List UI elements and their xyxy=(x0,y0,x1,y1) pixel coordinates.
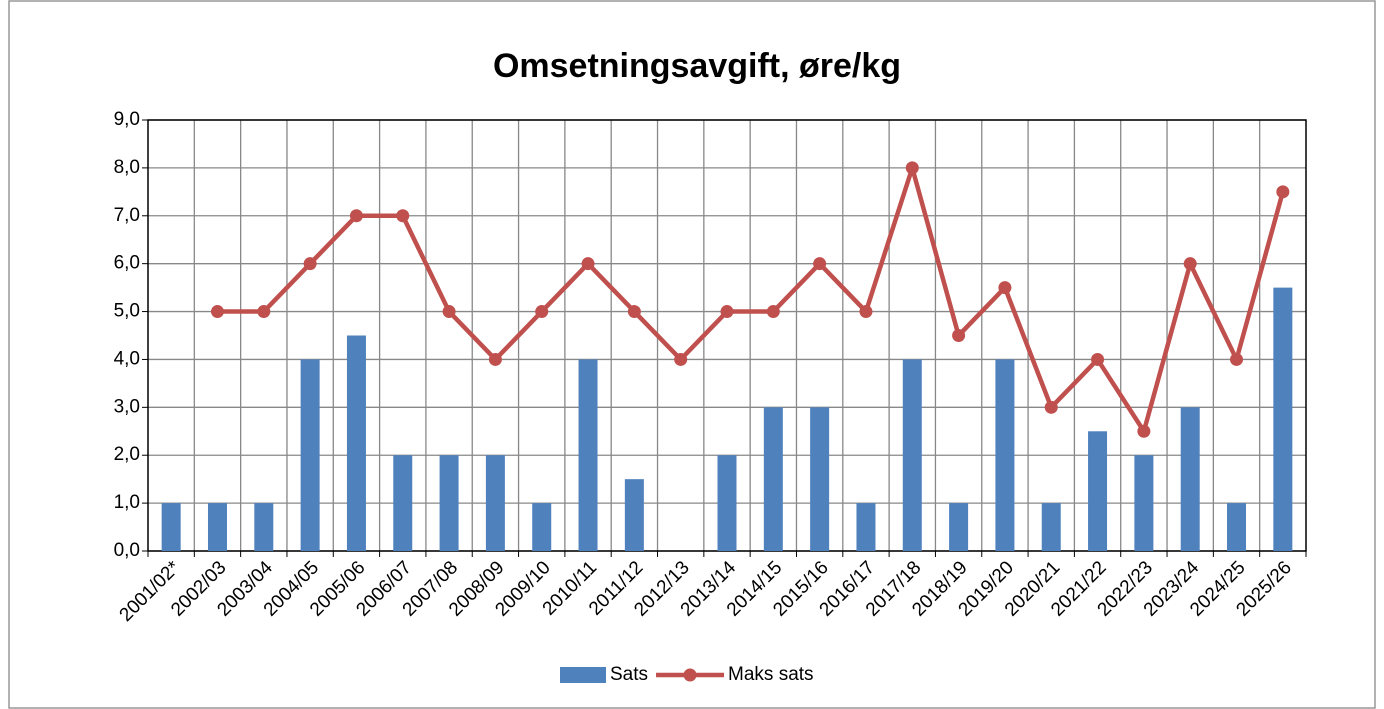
legend-label: Maks sats xyxy=(728,664,814,685)
line-point xyxy=(1276,185,1290,199)
line-point xyxy=(210,305,224,319)
bar xyxy=(1227,503,1247,551)
line-point xyxy=(349,209,363,223)
line-point xyxy=(1044,400,1058,414)
y-tick-label: 0,0 xyxy=(114,540,140,561)
bar xyxy=(161,503,181,551)
bar xyxy=(995,359,1015,551)
line-point xyxy=(859,305,873,319)
bar xyxy=(1180,407,1200,551)
chart-title: Omsetningsavgift, øre/kg xyxy=(493,47,901,85)
bar xyxy=(1273,287,1293,551)
line-point xyxy=(535,305,549,319)
line-point xyxy=(905,161,919,175)
chart-frame xyxy=(8,0,1376,709)
y-tick-label: 8,0 xyxy=(114,157,140,178)
bar xyxy=(346,335,366,551)
bar xyxy=(254,503,274,551)
y-tick-label: 1,0 xyxy=(114,492,140,513)
y-tick-label: 2,0 xyxy=(114,444,140,465)
y-tick-label: 4,0 xyxy=(114,348,140,369)
legend-label: Sats xyxy=(610,664,648,685)
bar xyxy=(763,407,783,551)
line-point xyxy=(442,305,456,319)
bar xyxy=(949,503,969,551)
y-tick-label: 9,0 xyxy=(114,109,140,130)
line-point xyxy=(998,281,1012,295)
bar xyxy=(1134,455,1154,551)
line-point xyxy=(813,257,827,271)
bar xyxy=(902,359,922,551)
line-point xyxy=(1183,257,1197,271)
y-tick-label: 3,0 xyxy=(114,396,140,417)
bar xyxy=(207,503,227,551)
line-point xyxy=(1091,352,1105,366)
bar xyxy=(532,503,552,551)
y-tick-label: 6,0 xyxy=(114,253,140,274)
bar xyxy=(1088,431,1108,551)
bar xyxy=(624,479,644,551)
bar xyxy=(810,407,830,551)
legend-marker xyxy=(683,668,697,682)
bar xyxy=(300,359,320,551)
line-point xyxy=(396,209,410,223)
line-point xyxy=(488,352,502,366)
y-tick-label: 5,0 xyxy=(114,301,140,322)
line-point xyxy=(720,305,734,319)
bar xyxy=(856,503,876,551)
bar xyxy=(439,455,459,551)
line-point xyxy=(257,305,271,319)
line-point xyxy=(1230,352,1244,366)
line-point xyxy=(303,257,317,271)
line-point xyxy=(581,257,595,271)
bar xyxy=(1041,503,1061,551)
bar xyxy=(393,455,413,551)
y-tick-label: 7,0 xyxy=(114,205,140,226)
bar xyxy=(717,455,737,551)
line-point xyxy=(1137,424,1151,438)
bar xyxy=(578,359,598,551)
line-point xyxy=(766,305,780,319)
line xyxy=(217,165,1286,434)
line-point xyxy=(952,329,966,342)
bar xyxy=(485,455,505,551)
line-point xyxy=(627,305,641,319)
legend-swatch xyxy=(560,667,606,683)
line-point xyxy=(674,352,688,366)
